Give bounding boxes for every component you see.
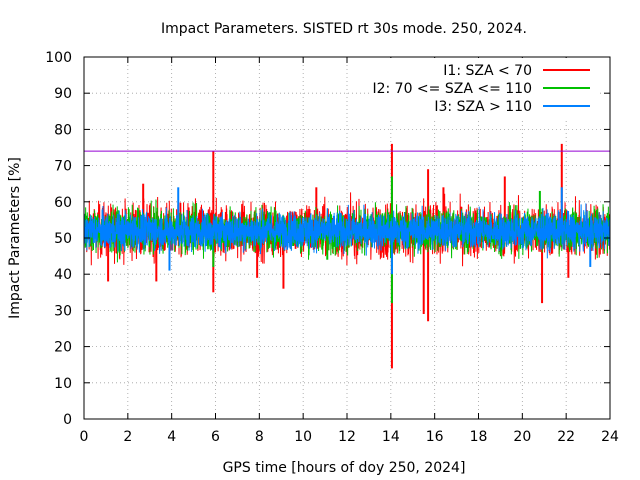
tick-labels: 0 2 4 6 8 10 12 14 16 18 20 22 240102030405060708090…: [45, 50, 619, 445]
legend-label-i2: I2: 70 <= SZA <= 110: [372, 81, 532, 97]
x-tick-label: 14: [382, 429, 400, 445]
x-tick-label: 18: [470, 429, 488, 445]
y-tick-label: 40: [54, 267, 72, 283]
x-tick-label: 8: [255, 429, 264, 445]
series-layer: [83, 143, 611, 369]
legend: I1: SZA < 70 I2: 70 <= SZA <= 110 I3: SZ…: [370, 58, 600, 120]
y-tick-label: 70: [54, 159, 72, 175]
y-tick-label: 10: [54, 376, 72, 392]
y-tick-label: 30: [54, 303, 72, 319]
x-tick-label: 2: [123, 429, 132, 445]
x-tick-label: 12: [338, 429, 356, 445]
x-tick-label: 16: [426, 429, 444, 445]
series-3: [83, 187, 611, 275]
y-tick-label: 80: [54, 122, 72, 138]
legend-label-i1: I1: SZA < 70: [443, 63, 532, 79]
chart-title: Impact Parameters. SISTED rt 30s mode. 2…: [161, 21, 527, 37]
y-tick-label: 0: [63, 412, 72, 428]
x-tick-label: 20: [513, 429, 531, 445]
series-line-3: [83, 203, 611, 259]
y-axis-label: Impact Parameters [%]: [7, 157, 23, 319]
x-tick-label: 0: [80, 429, 89, 445]
x-tick-label: 4: [167, 429, 176, 445]
legend-label-i3: I3: SZA > 110: [434, 99, 532, 115]
x-tick-label: 6: [211, 429, 220, 445]
y-tick-label: 60: [54, 195, 72, 211]
y-tick-label: 20: [54, 340, 72, 356]
x-axis-label: GPS time [hours of doy 250, 2024]: [223, 460, 466, 476]
y-tick-label: 50: [54, 231, 72, 247]
x-tick-label: 24: [601, 429, 619, 445]
y-tick-label: 100: [45, 50, 72, 66]
x-tick-label: 22: [557, 429, 575, 445]
plot-frame: [83, 56, 611, 420]
x-tick-label: 10: [294, 429, 312, 445]
y-tick-label: 90: [54, 86, 72, 102]
